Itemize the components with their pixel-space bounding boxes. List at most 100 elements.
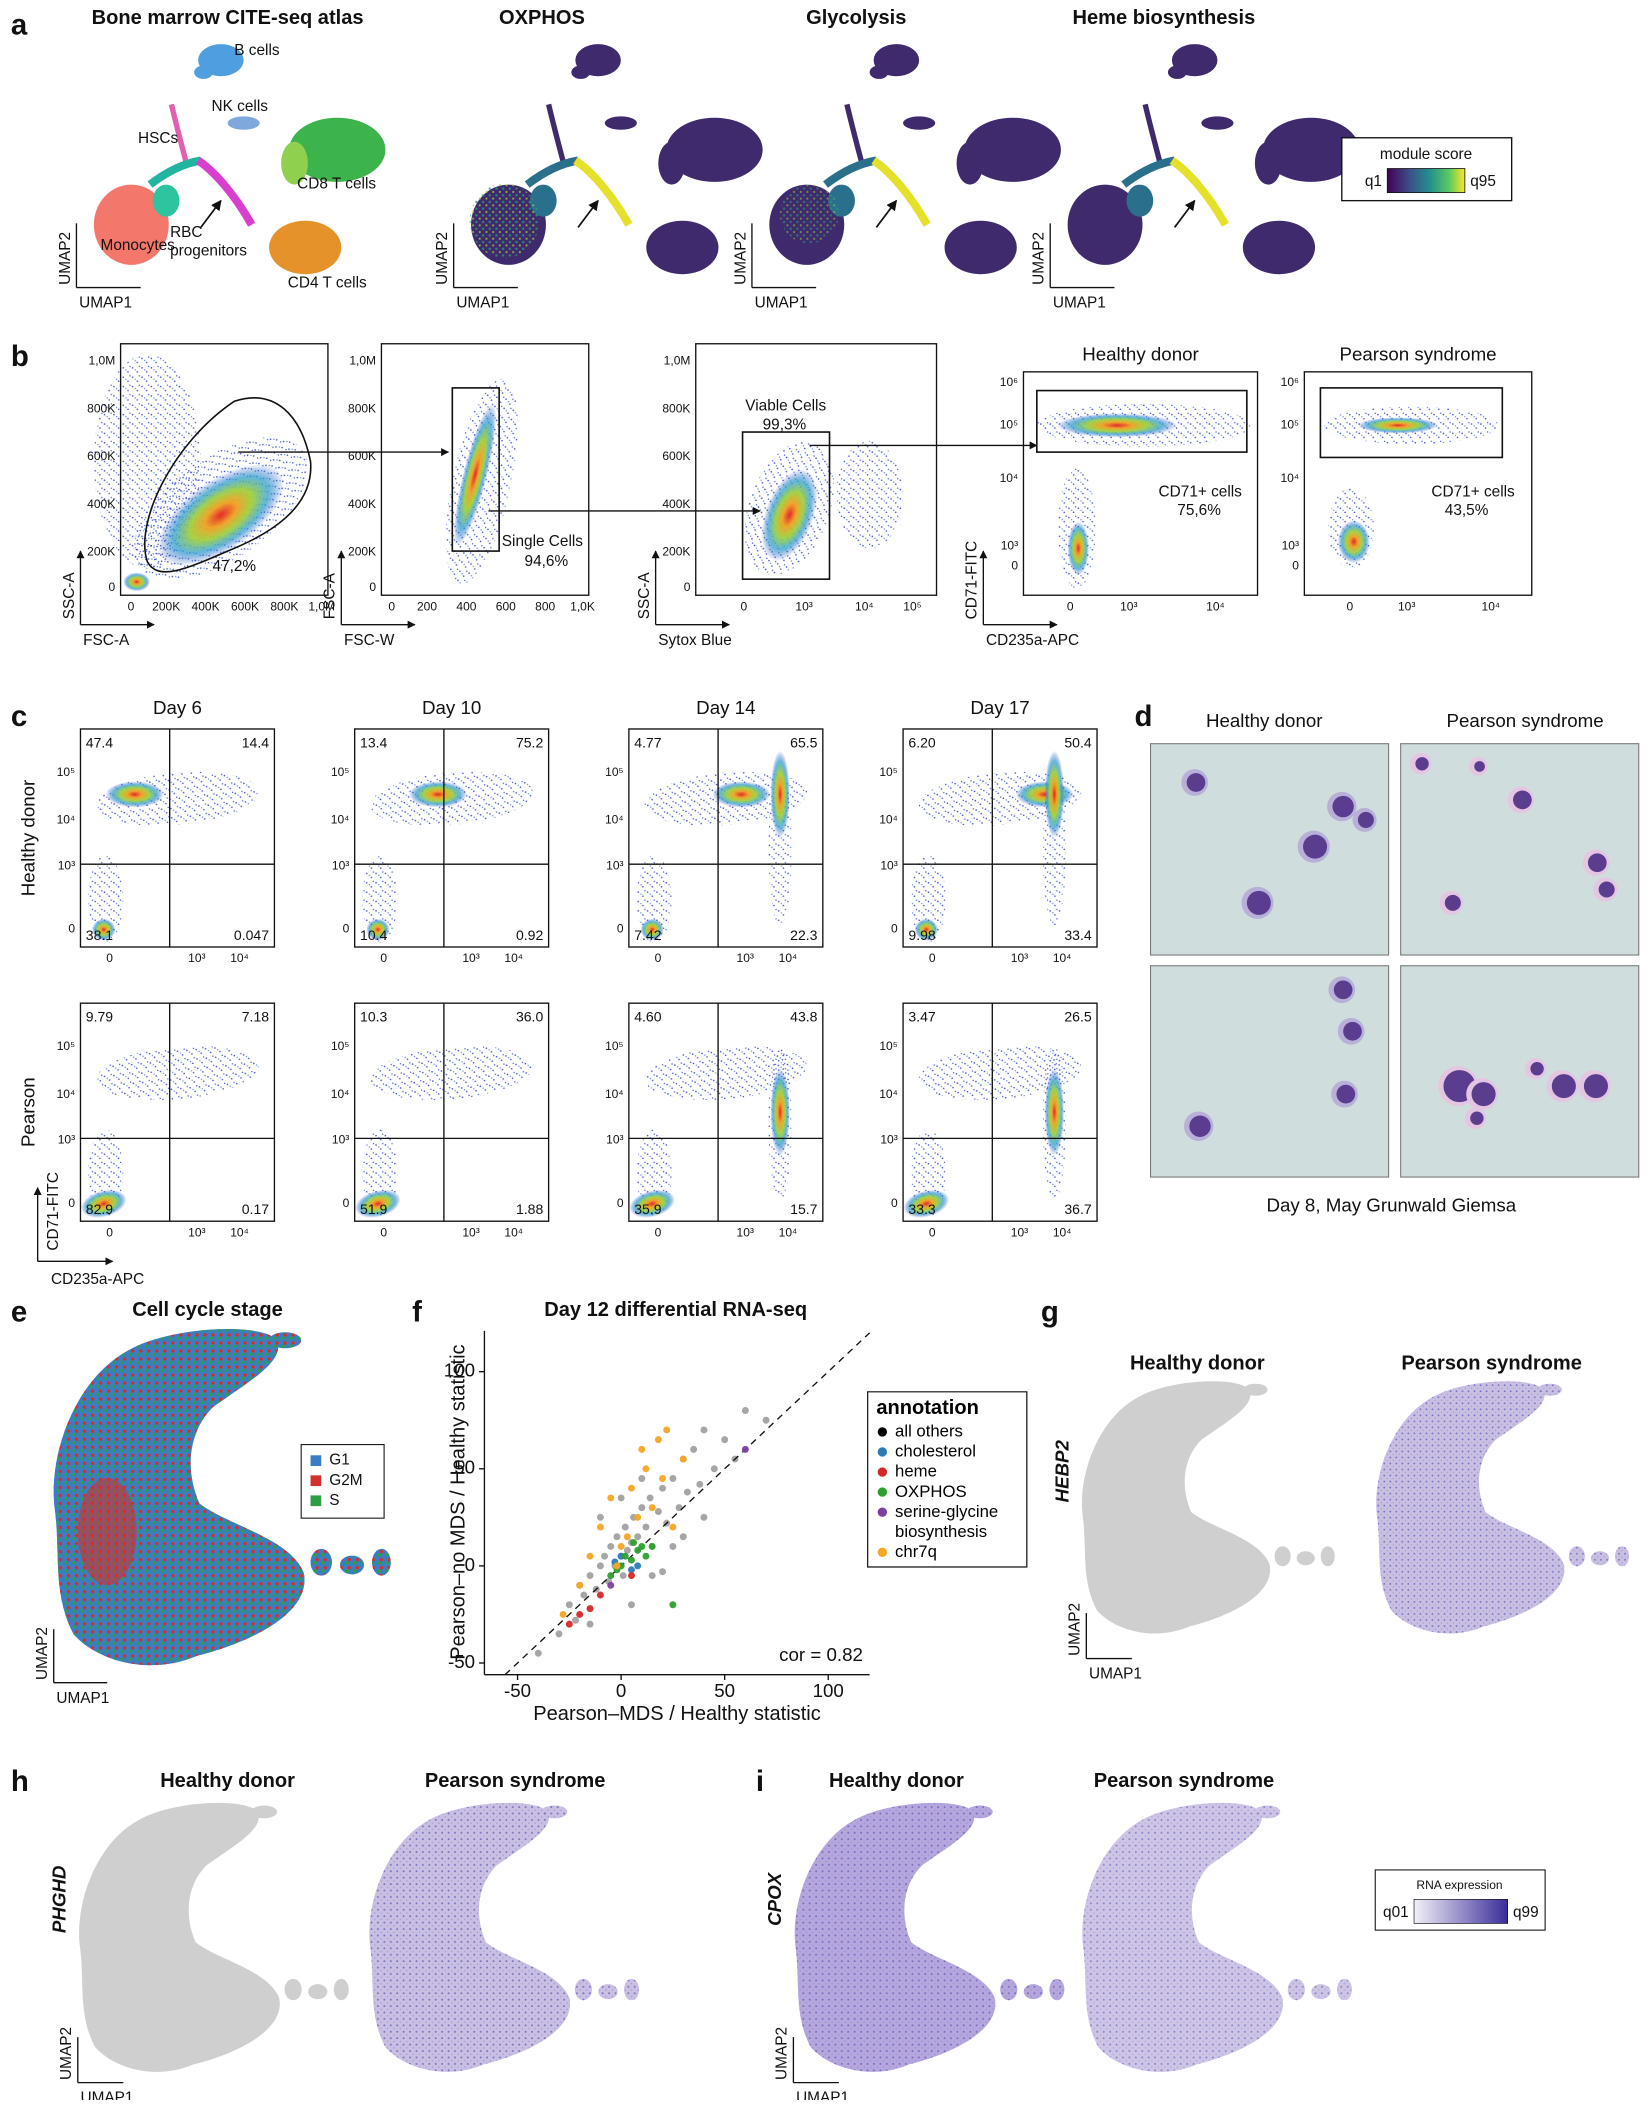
nucleus xyxy=(1551,1074,1576,1099)
quadrant-value: 36.7 xyxy=(1064,1201,1092,1217)
y-tick-label: 400K xyxy=(662,497,690,511)
region xyxy=(77,1478,137,1586)
y-tick-label: 200K xyxy=(348,545,376,559)
y-tick-label: 200K xyxy=(87,545,115,559)
axis-label: UMAP2 xyxy=(57,232,74,285)
density xyxy=(92,918,116,941)
point xyxy=(555,1630,563,1638)
x-tick-label: 0 xyxy=(106,951,113,965)
x-tick-label: 400K xyxy=(192,599,220,613)
legend-entry: cholesterol xyxy=(876,1442,1018,1462)
density xyxy=(712,781,771,808)
plot-frame xyxy=(119,343,329,596)
quadrant-value: 36.0 xyxy=(516,1009,544,1025)
x-tick-label: 10⁴ xyxy=(779,1225,798,1239)
y-tick-label: 0 xyxy=(343,922,350,936)
y-tick-label: 0 xyxy=(109,580,116,594)
nucleus xyxy=(1471,1082,1496,1107)
x-tick-label: 10⁴ xyxy=(230,1225,249,1239)
axis-label: UMAP2 xyxy=(774,2027,791,2080)
x-tick-label: 1,0K xyxy=(570,599,595,613)
y-tick-label: 800K xyxy=(348,401,376,415)
cluster-label: B cells xyxy=(234,42,280,59)
y-tick-label: 0 xyxy=(891,922,898,936)
legend-title: RNA expression xyxy=(1416,1878,1502,1892)
nucleus xyxy=(1598,881,1615,898)
plot-frame xyxy=(902,728,1098,948)
axis-label: UMAP1 xyxy=(1089,1666,1142,1683)
point xyxy=(700,1513,708,1521)
highlight xyxy=(780,184,839,244)
y-tick-label: 10⁴ xyxy=(57,813,76,827)
quadrant-value: 33.4 xyxy=(1064,927,1092,943)
point xyxy=(623,1533,631,1541)
plot-frame xyxy=(628,728,824,948)
density xyxy=(918,1045,1082,1100)
plot-frame xyxy=(902,1002,1098,1222)
point xyxy=(683,1488,691,1496)
umap-clusters xyxy=(1068,44,1360,274)
y-tick-label: 10³ xyxy=(58,859,75,873)
density xyxy=(453,403,497,547)
panel-label: e xyxy=(11,1295,27,1328)
y-tick-label: 0 xyxy=(684,580,691,594)
column-title: Healthy donor xyxy=(829,1770,964,1792)
y-tick-label: 0 xyxy=(68,1196,75,1210)
y-tick-label: 0 xyxy=(891,1196,898,1210)
nucleus xyxy=(1357,811,1374,828)
x-tick-label: 10³ xyxy=(188,951,205,965)
point xyxy=(675,1504,683,1512)
point xyxy=(659,1475,667,1482)
density xyxy=(1337,520,1370,564)
point xyxy=(586,1605,594,1613)
gate-label: 43,5% xyxy=(1445,502,1489,519)
axis-label: UMAP2 xyxy=(34,1627,51,1680)
point xyxy=(627,1556,635,1564)
y-tick-label: 1,0M xyxy=(89,354,116,368)
axis-label: UMAP1 xyxy=(1053,295,1106,312)
quadrant-value: 10.4 xyxy=(360,927,388,943)
chart-title: Day 12 differential RNA-seq xyxy=(544,1299,807,1321)
point xyxy=(627,1566,635,1574)
x-tick-label: 10³ xyxy=(737,1225,754,1239)
day-title: Day 17 xyxy=(970,697,1029,718)
legend-label: all others xyxy=(895,1421,963,1441)
point xyxy=(638,1445,646,1453)
point xyxy=(607,1572,615,1580)
point xyxy=(642,1552,650,1560)
plot-frame xyxy=(79,728,276,948)
x-tick-label: 0 xyxy=(655,951,662,965)
cluster-label: CD4 T cells xyxy=(288,275,367,292)
quadrant-value: 47.4 xyxy=(86,734,114,750)
day-title: Day 6 xyxy=(153,697,202,718)
x-tick-label: 10³ xyxy=(188,1225,205,1239)
point xyxy=(630,1539,638,1547)
legend-label: G1 xyxy=(329,1452,350,1469)
plot-frame xyxy=(380,343,590,596)
x-tick-label: 10⁴ xyxy=(1482,599,1501,613)
legend-title: module score xyxy=(1380,146,1472,163)
x-tick-label: 10³ xyxy=(1011,951,1028,965)
panel-title: Bone marrow CITE-seq atlas xyxy=(92,7,364,29)
gene-label: CPOX xyxy=(764,1871,785,1926)
y-tick-label: 10³ xyxy=(606,1133,623,1147)
y-tick-label: 10⁵ xyxy=(1000,418,1018,432)
y-tick-label: 10⁴ xyxy=(331,813,350,827)
density xyxy=(157,464,285,566)
gate-label: 99,3% xyxy=(763,416,807,433)
quadrant-value: 1.88 xyxy=(516,1201,544,1217)
point xyxy=(617,1542,625,1550)
y-tick-label: 10³ xyxy=(332,1133,349,1147)
point xyxy=(627,1601,635,1609)
micrograph xyxy=(1400,743,1640,956)
y-tick-label: 1,0M xyxy=(349,354,376,368)
y-tick-label: 10⁵ xyxy=(879,1039,897,1053)
quadrant-value: 38.1 xyxy=(86,927,114,943)
point xyxy=(621,1523,629,1531)
column-title: Healthy donor xyxy=(1206,710,1323,731)
x-tick-label: -50 xyxy=(504,1680,531,1701)
x-tick-label: 0 xyxy=(929,1225,936,1239)
quadrant-value: 10.3 xyxy=(360,1009,388,1025)
axis-label: CD71-FITC xyxy=(45,1172,62,1251)
